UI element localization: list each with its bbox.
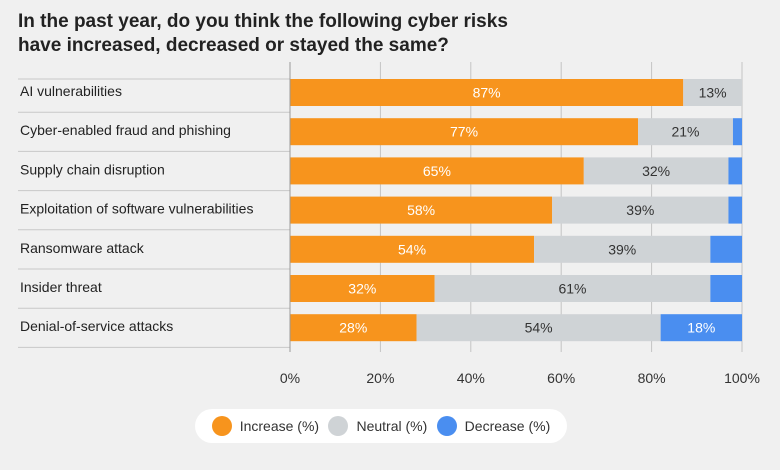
data-label-neutral: 61%	[558, 281, 586, 297]
data-label-neutral: 13%	[699, 85, 727, 101]
data-label-increase: 87%	[473, 85, 501, 101]
legend-item-increase: Increase (%)	[211, 416, 320, 436]
bar-segment-increase	[290, 157, 584, 185]
bar-segment-neutral	[534, 235, 711, 263]
data-label-neutral: 21%	[671, 124, 699, 140]
bar-segment-decrease	[728, 196, 742, 224]
data-label-increase: 58%	[407, 202, 435, 218]
bar-segment-neutral	[416, 314, 661, 342]
category-label: Exploitation of software vulnerabilities	[20, 201, 253, 217]
bar-segment-decrease	[710, 275, 742, 302]
data-label-neutral: 39%	[608, 241, 636, 257]
data-label-neutral: 32%	[642, 163, 670, 179]
legend-label-decrease: Decrease (%)	[464, 418, 551, 434]
bar-segment-increase	[290, 118, 639, 146]
legend-label-neutral: Neutral (%)	[356, 418, 428, 434]
bar-segment-neutral	[638, 118, 733, 146]
bar-segment-increase	[290, 275, 435, 302]
x-tick-label: 40%	[457, 370, 485, 386]
x-tick-label: 60%	[547, 370, 575, 386]
legend-swatch-neutral	[328, 416, 349, 436]
x-tick-label: 20%	[366, 370, 394, 386]
category-label: AI vulnerabilities	[20, 83, 122, 99]
category-label: Supply chain disruption	[20, 161, 165, 177]
bar-segment-decrease	[660, 314, 742, 342]
bar-segment-increase	[290, 196, 553, 224]
category-label: Insider threat	[20, 279, 102, 295]
legend-swatch-decrease	[436, 416, 457, 436]
bar-segment-decrease	[710, 235, 742, 263]
data-label-increase: 54%	[398, 241, 426, 257]
bar-segment-increase	[290, 314, 417, 342]
bar-segment-neutral	[434, 275, 711, 302]
category-label: Denial-of-service attacks	[20, 318, 173, 334]
bar-segment-increase	[290, 79, 684, 106]
legend-item-decrease: Decrease (%)	[436, 416, 551, 436]
bar-segment-increase	[290, 235, 535, 263]
legend-label-increase: Increase (%)	[239, 418, 320, 434]
category-label: Cyber-enabled fraud and phishing	[20, 122, 231, 138]
bar-segment-neutral	[552, 196, 729, 224]
data-label-increase: 65%	[423, 163, 451, 179]
x-tick-label: 0%	[280, 370, 300, 386]
legend: Increase (%) Neutral (%) Decrease (%)	[195, 409, 567, 443]
data-label-neutral: 39%	[626, 202, 654, 218]
data-label-decrease: 18%	[687, 320, 715, 336]
bar-segment-neutral	[683, 79, 742, 106]
bar-segment-decrease	[728, 157, 742, 185]
bar-segment-neutral	[583, 157, 729, 185]
category-label: Ransomware attack	[20, 240, 145, 256]
data-label-neutral: 54%	[525, 320, 553, 336]
legend-item-neutral: Neutral (%)	[328, 416, 427, 436]
data-label-increase: 77%	[450, 124, 478, 140]
x-tick-label: 100%	[724, 370, 760, 386]
bar-segment-decrease	[732, 118, 742, 146]
legend-swatch-increase	[211, 416, 232, 436]
x-tick-label: 80%	[638, 370, 666, 386]
data-label-increase: 32%	[348, 281, 376, 297]
data-label-increase: 28%	[339, 320, 367, 336]
chart-title: In the past year, do you think the follo…	[18, 11, 508, 56]
